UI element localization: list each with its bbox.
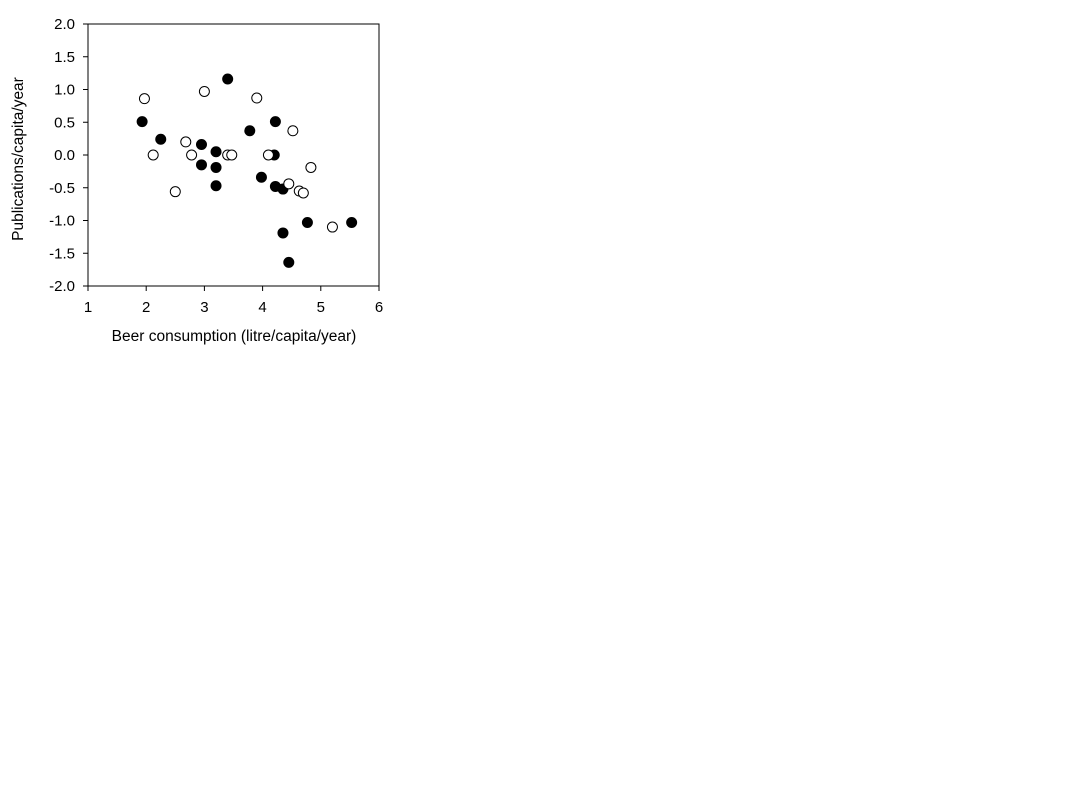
y-axis-label: Publications/capita/year [10,77,27,241]
x-tick-label: 2 [142,299,150,316]
filled-data-point [222,73,234,85]
y-tick-label: -1.0 [49,213,75,230]
open-data-point [138,93,150,105]
x-tick-label: 1 [84,299,92,316]
open-data-point [287,125,299,137]
filled-data-point [210,180,222,192]
filled-data-point [136,116,148,128]
open-data-point [180,136,192,148]
y-tick-label: 1.5 [54,49,75,66]
open-data-point [169,186,181,198]
x-tick-label: 6 [375,299,383,316]
filled-data-point [195,139,207,151]
open-data-point [226,149,238,161]
filled-data-point [255,171,267,183]
y-tick-label: 0.5 [54,114,75,131]
y-tick-label: -1.5 [49,245,75,262]
filled-data-point [277,227,289,239]
y-tick-label: 0.0 [54,147,75,164]
y-tick-label: 1.0 [54,82,75,99]
filled-data-point [283,256,295,268]
filled-data-point [269,116,281,128]
y-tick-label: -2.0 [49,278,75,295]
data-points [136,73,358,268]
filled-data-point [210,146,222,158]
filled-data-point [301,216,313,228]
open-data-point [147,149,159,161]
filled-data-point [210,161,222,173]
open-data-point [262,149,274,161]
x-axis-label: Beer consumption (litre/capita/year) [112,328,357,345]
open-data-point [198,85,210,97]
x-tick-label: 3 [200,299,208,316]
open-data-point [186,149,198,161]
x-tick-label: 4 [258,299,266,316]
y-axis-ticks: 2.0 1.5 1.0 0.5 0.0 -0.5 -1.0 -1.5 -2.0 [49,16,88,295]
y-tick-label: -0.5 [49,180,75,197]
y-tick-label: 2.0 [54,16,75,33]
open-data-point [251,92,263,104]
open-data-point [283,178,295,190]
open-data-point [326,221,338,233]
x-tick-label: 5 [317,299,325,316]
filled-data-point [244,125,256,137]
filled-data-point [346,216,358,228]
filled-data-point [155,133,167,145]
filled-data-point [195,159,207,171]
x-axis-ticks: 1 2 3 4 5 6 [84,286,383,316]
open-data-point [297,187,309,199]
open-data-point [305,161,317,173]
